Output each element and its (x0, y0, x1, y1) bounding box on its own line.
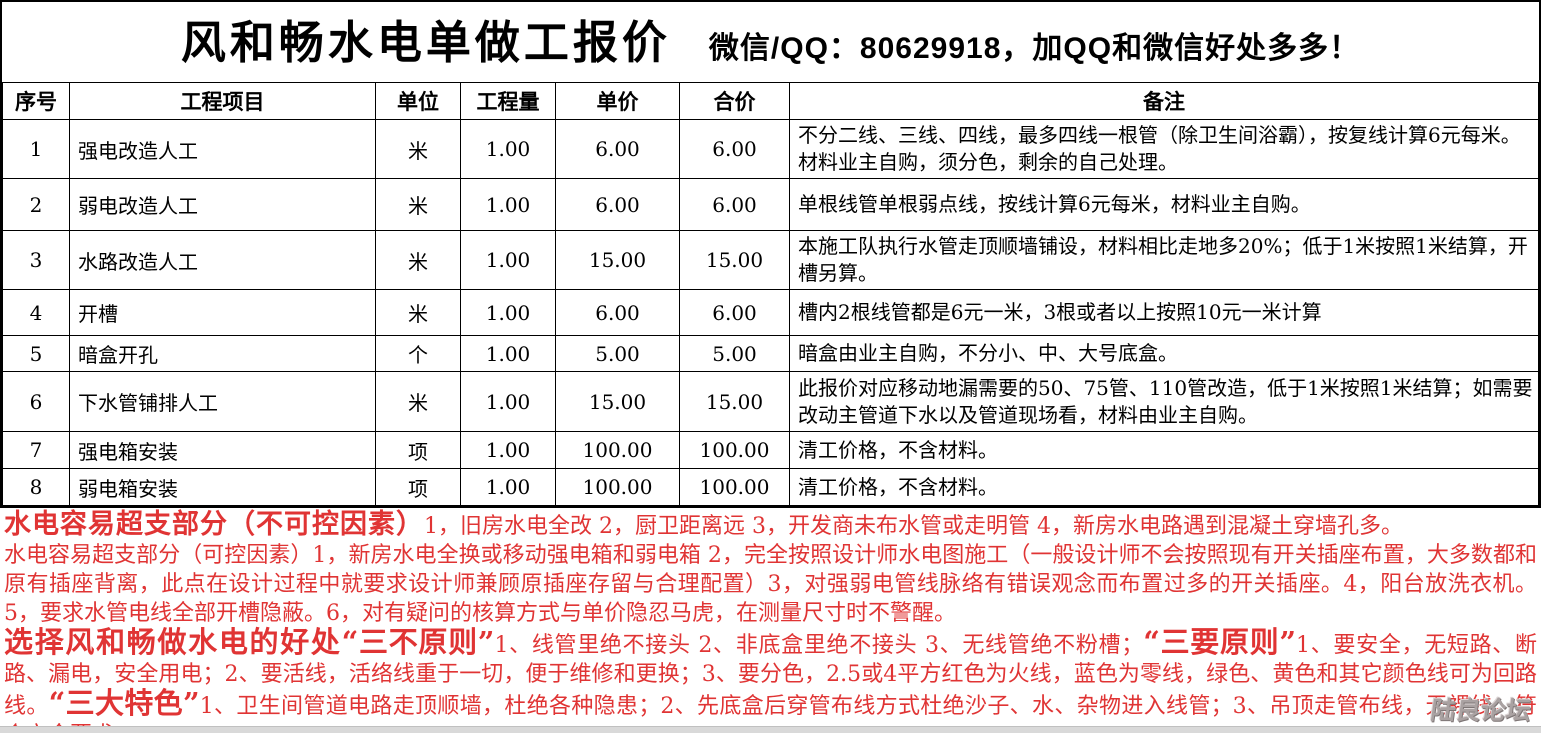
title-row: 风和畅水电单做工报价 微信/QQ：80629918，加QQ和微信好处多多！ (2, 2, 1539, 82)
cell-total: 6.00 (679, 178, 790, 231)
principle-three-nos-body: 1、线管里绝不接头 2、非底盒里绝不接头 3、无线管绝不粉槽； (494, 633, 1144, 658)
cell-remark: 清工价格，不含材料。 (789, 468, 1539, 506)
note-uncontrollable-lead: 水电容易超支部分（不可控因素） (4, 509, 424, 540)
cell-qty: 1.00 (460, 289, 556, 336)
price-table: 序号 工程项目 单位 工程量 单价 合价 备注 1 强电改造人工米 1.00 6.00… (2, 82, 1539, 506)
principle-three-musts-body: 1、要安全，无短路、断路、漏电，安全用电；2、要活线，活络线重于一切，便于维修和… (4, 633, 1537, 719)
cell-no: 1 (2, 119, 70, 179)
cell-remark: 不分二线、三线、四线，最多四线一根管（除卫生间浴霸），按复线计算6元每米。材料业… (789, 119, 1539, 179)
column-header-remark: 备注 (789, 82, 1539, 120)
column-header-no: 序号 (2, 82, 70, 120)
cell-unit: 米 (375, 371, 461, 432)
cell-no: 7 (2, 431, 70, 469)
cell-total: 15.00 (679, 230, 790, 290)
cell-unit: 米 (375, 230, 461, 290)
cell-price: 6.00 (555, 119, 680, 179)
cell-unit: 米 (375, 289, 461, 336)
cell-total: 100.00 (679, 431, 790, 469)
cell-unit: 米 (375, 119, 461, 179)
cell-qty: 1.00 (460, 335, 556, 372)
cell-total: 6.00 (679, 289, 790, 336)
cell-item: 弱电箱安装 (69, 468, 376, 506)
page-title: 风和畅水电单做工报价 (180, 17, 671, 68)
cell-item: 下水管铺排人工 (69, 371, 376, 432)
cell-remark: 暗盒由业主自购，不分小、中、大号底盒。 (789, 335, 1539, 372)
note-controllable-body: 1，新房水电全换或移动强电箱和弱电箱 2，完全按照设计师水电图施工（一般设计师不… (4, 543, 1537, 626)
cell-item: 暗盒开孔 (69, 335, 376, 372)
cell-no: 4 (2, 289, 70, 336)
cell-remark: 本施工队执行水管走顶顺墙铺设，材料相比走地多20%；低于1米按照1米结算，开槽另… (789, 230, 1539, 290)
table-row: 2 弱电改造人工米 1.00 6.00 6.00 单根线管单根弱点线，按线计算6元每米，材… (2, 178, 1539, 231)
column-header-price: 单价 (555, 82, 680, 120)
cell-total: 5.00 (679, 335, 790, 372)
cell-item: 开槽 (69, 289, 376, 336)
note-uncontrollable-body: 1，旧房水电全改 2，厨卫距离远 3，开发商未布水管或走明管 4，新房水电路遇到… (424, 514, 1403, 539)
cell-total: 100.00 (679, 468, 790, 506)
table-row: 7 强电箱安装项 1.00 100.00 100.00 清工价格，不含材料。 (2, 431, 1539, 469)
cell-no: 3 (2, 230, 70, 290)
column-header-item: 工程项目 (69, 82, 376, 120)
notes-section: 水电容易超支部分（不可控因素）1，旧房水电全改 2，厨卫距离远 3，开发商未布水… (0, 508, 1541, 733)
principle-three-features: “三大特色” (48, 686, 200, 720)
cell-remark: 槽内2根线管都是6元一米，3根或者以上按照10元一米计算 (789, 289, 1539, 336)
cell-price: 15.00 (555, 230, 680, 290)
table-row: 5 暗盒开孔个 1.00 5.00 5.00 暗盒由业主自购，不分小、中、大号底盒。 (2, 335, 1539, 372)
cell-item: 强电箱安装 (69, 431, 376, 469)
cell-qty: 1.00 (460, 178, 556, 231)
benefits-lead: 选择风和畅做水电的好处 (4, 625, 342, 659)
cell-qty: 1.00 (460, 468, 556, 506)
cell-no: 2 (2, 178, 70, 231)
contact-subtitle: 微信/QQ：80629918，加QQ和微信好处多多！ (708, 32, 1361, 65)
principle-three-nos: “三不原则” (341, 625, 495, 659)
cell-remark: 此报价对应移动地漏需要的50、75管、110管改造，低于1米按照1米结算；如需要… (789, 371, 1539, 432)
cell-price: 15.00 (555, 371, 680, 432)
cell-no: 5 (2, 335, 70, 372)
cell-item: 强电改造人工 (69, 119, 376, 179)
principle-three-musts: “三要原则” (1143, 625, 1297, 659)
cell-no: 6 (2, 371, 70, 432)
cell-unit: 项 (375, 431, 461, 469)
cell-remark: 清工价格，不含材料。 (789, 431, 1539, 469)
column-header-qty: 工程量 (460, 82, 556, 120)
table-row: 4 开槽米 1.00 6.00 6.00 槽内2根线管都是6元一米，3根或者以上按照10元… (2, 289, 1539, 336)
bottom-strip (0, 726, 1541, 733)
cell-item: 水路改造人工 (69, 230, 376, 290)
cell-price: 100.00 (555, 431, 680, 469)
quotation-table-container: 风和畅水电单做工报价 微信/QQ：80629918，加QQ和微信好处多多！ 序号… (0, 0, 1541, 508)
forum-watermark: 陆良论坛 (1428, 697, 1533, 725)
cell-qty: 1.00 (460, 371, 556, 432)
cell-unit: 米 (375, 178, 461, 231)
cell-price: 6.00 (555, 178, 680, 231)
table-row: 6 下水管铺排人工米 1.00 15.00 15.00 此报价对应移动地漏需要的50、75… (2, 371, 1539, 432)
cell-price: 5.00 (555, 335, 680, 372)
cell-item: 弱电改造人工 (69, 178, 376, 231)
cell-qty: 1.00 (460, 230, 556, 290)
cell-qty: 1.00 (460, 431, 556, 469)
cell-no: 8 (2, 468, 70, 506)
table-row: 8 弱电箱安装项 1.00 100.00 100.00 清工价格，不含材料。 (2, 468, 1539, 506)
note-controllable-factors: 水电容易超支部分（可控因素）1，新房水电全换或移动强电箱和弱电箱 2，完全按照设… (4, 541, 1537, 628)
cell-price: 100.00 (555, 468, 680, 506)
table-header-row: 序号 工程项目 单位 工程量 单价 合价 备注 (2, 82, 1539, 120)
note-benefits: 选择风和畅做水电的好处“三不原则”1、线管里绝不接头 2、非底盒里绝不接头 3、… (4, 628, 1537, 733)
cell-price: 6.00 (555, 289, 680, 336)
table-row: 1 强电改造人工米 1.00 6.00 6.00 不分二线、三线、四线，最多四线一根管（除… (2, 119, 1539, 179)
table-row: 3 水路改造人工米 1.00 15.00 15.00 本施工队执行水管走顶顺墙铺设，材料相… (2, 230, 1539, 290)
cell-total: 6.00 (679, 119, 790, 179)
note-controllable-lead: 水电容易超支部分（可控因素） (4, 543, 313, 568)
cell-unit: 项 (375, 468, 461, 506)
table-body: 1 强电改造人工米 1.00 6.00 6.00 不分二线、三线、四线，最多四线一根管（除… (2, 119, 1539, 506)
note-uncontrollable-factors: 水电容易超支部分（不可控因素）1，旧房水电全改 2，厨卫距离远 3，开发商未布水… (4, 510, 1537, 541)
cell-unit: 个 (375, 335, 461, 372)
column-header-total: 合价 (679, 82, 790, 120)
cell-remark: 单根线管单根弱点线，按线计算6元每米，材料业主自购。 (789, 178, 1539, 231)
cell-qty: 1.00 (460, 119, 556, 179)
column-header-unit: 单位 (375, 82, 461, 120)
cell-total: 15.00 (679, 371, 790, 432)
